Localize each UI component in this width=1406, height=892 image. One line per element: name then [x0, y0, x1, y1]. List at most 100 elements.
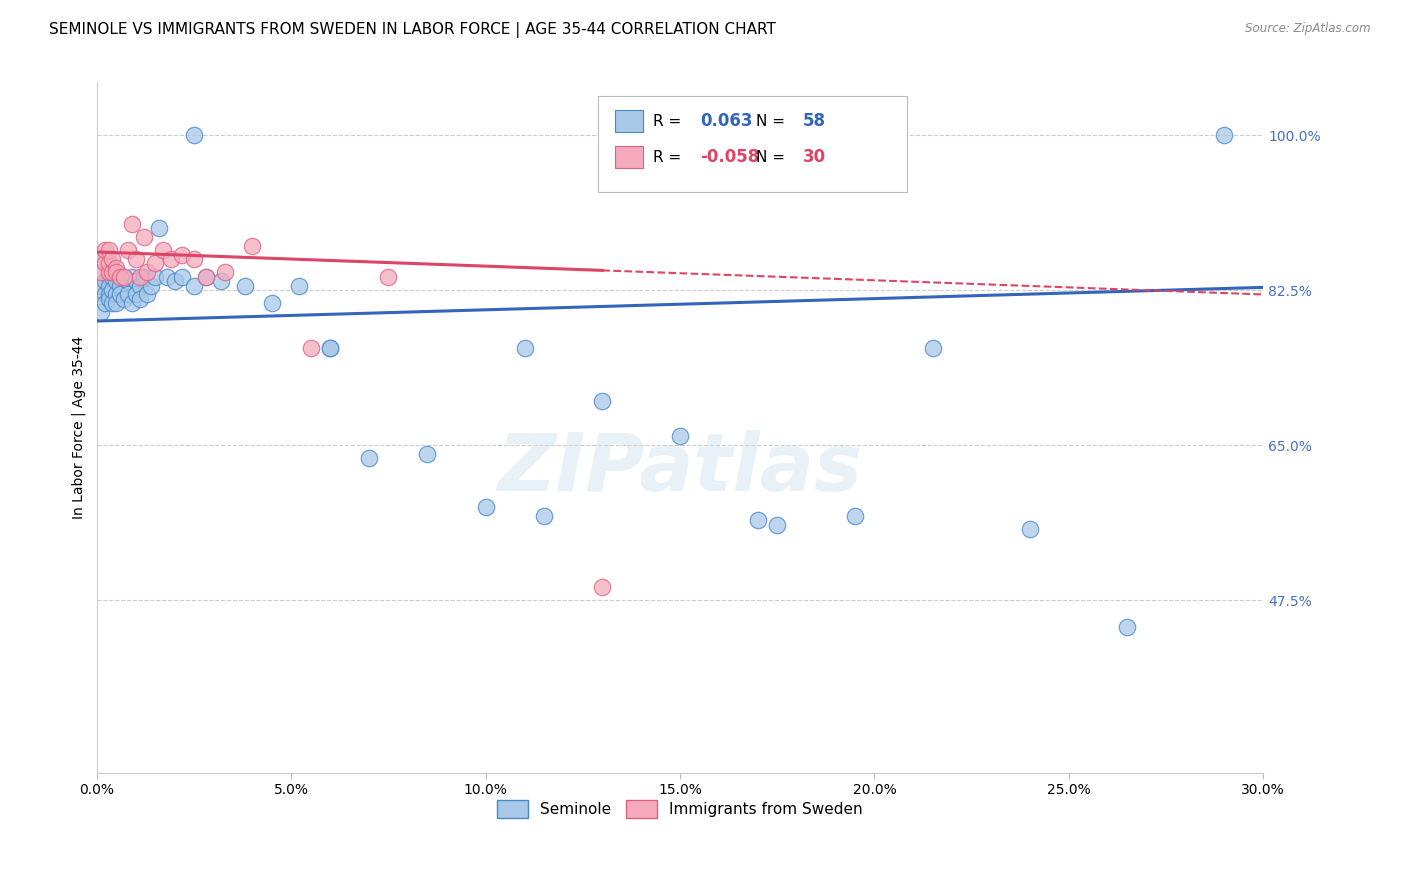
- Point: [766, 517, 789, 532]
- Point: [105, 287, 128, 301]
- Point: [105, 260, 128, 275]
- Text: R =: R =: [654, 150, 686, 165]
- Text: 0.063: 0.063: [700, 112, 752, 130]
- Point: [112, 269, 135, 284]
- Point: [108, 287, 131, 301]
- Point: [377, 269, 399, 284]
- Point: [299, 341, 322, 355]
- Point: [172, 247, 194, 261]
- Point: [125, 252, 148, 266]
- Point: [93, 274, 115, 288]
- Point: [1019, 522, 1042, 536]
- Point: [194, 269, 217, 284]
- Point: [183, 278, 205, 293]
- Point: [183, 128, 205, 142]
- Text: N =: N =: [756, 150, 790, 165]
- Point: [97, 278, 120, 293]
- Point: [128, 278, 150, 293]
- Point: [260, 296, 283, 310]
- Point: [921, 341, 943, 355]
- Point: [90, 305, 112, 319]
- Point: [97, 287, 120, 301]
- Point: [183, 252, 205, 266]
- Point: [1213, 128, 1236, 142]
- Point: [357, 451, 380, 466]
- Point: [136, 265, 159, 279]
- Point: [97, 292, 120, 306]
- Point: [233, 278, 256, 293]
- Point: [132, 230, 155, 244]
- Point: [97, 256, 120, 270]
- Text: Source: ZipAtlas.com: Source: ZipAtlas.com: [1246, 22, 1371, 36]
- Point: [128, 292, 150, 306]
- Point: [121, 269, 143, 284]
- Point: [474, 500, 496, 514]
- Point: [143, 269, 166, 284]
- Text: SEMINOLE VS IMMIGRANTS FROM SWEDEN IN LABOR FORCE | AGE 35-44 CORRELATION CHART: SEMINOLE VS IMMIGRANTS FROM SWEDEN IN LA…: [49, 22, 776, 38]
- Point: [319, 341, 342, 355]
- Point: [1116, 619, 1139, 633]
- Point: [97, 265, 120, 279]
- Point: [105, 296, 128, 310]
- Point: [172, 269, 194, 284]
- Point: [159, 252, 181, 266]
- Point: [141, 278, 163, 293]
- Point: [101, 252, 124, 266]
- Point: [121, 217, 143, 231]
- Point: [214, 265, 236, 279]
- Point: [101, 265, 124, 279]
- Text: ZIPatlas: ZIPatlas: [498, 430, 862, 508]
- Point: [148, 221, 170, 235]
- Point: [108, 269, 131, 284]
- Y-axis label: In Labor Force | Age 35-44: In Labor Force | Age 35-44: [72, 335, 86, 519]
- Point: [105, 274, 128, 288]
- Text: 58: 58: [803, 112, 825, 130]
- Point: [90, 252, 112, 266]
- Point: [105, 265, 128, 279]
- Point: [93, 256, 115, 270]
- Point: [112, 292, 135, 306]
- Point: [101, 296, 124, 310]
- Point: [125, 274, 148, 288]
- Text: N =: N =: [756, 114, 790, 128]
- Point: [163, 274, 186, 288]
- Point: [97, 243, 120, 257]
- Text: R =: R =: [654, 114, 686, 128]
- Point: [90, 265, 112, 279]
- Point: [128, 269, 150, 284]
- FancyBboxPatch shape: [614, 146, 643, 169]
- Point: [117, 287, 139, 301]
- FancyBboxPatch shape: [599, 95, 907, 193]
- Point: [101, 283, 124, 297]
- Point: [143, 256, 166, 270]
- Text: -0.058: -0.058: [700, 148, 759, 166]
- Point: [117, 243, 139, 257]
- Legend: Seminole, Immigrants from Sweden: Seminole, Immigrants from Sweden: [491, 794, 869, 824]
- Point: [209, 274, 232, 288]
- Point: [288, 278, 311, 293]
- Point: [132, 269, 155, 284]
- Point: [669, 429, 692, 443]
- Point: [513, 341, 536, 355]
- Point: [591, 393, 613, 408]
- Point: [533, 508, 555, 523]
- Point: [591, 580, 613, 594]
- Point: [112, 269, 135, 284]
- Point: [121, 296, 143, 310]
- Point: [319, 341, 342, 355]
- Point: [844, 508, 866, 523]
- Point: [93, 243, 115, 257]
- Point: [416, 447, 439, 461]
- Text: 30: 30: [803, 148, 825, 166]
- Point: [90, 278, 112, 293]
- Point: [194, 269, 217, 284]
- Point: [117, 274, 139, 288]
- Point: [747, 513, 769, 527]
- Point: [156, 269, 179, 284]
- Point: [136, 287, 159, 301]
- FancyBboxPatch shape: [614, 111, 643, 132]
- Point: [101, 269, 124, 284]
- Point: [125, 287, 148, 301]
- Point: [93, 287, 115, 301]
- Point: [152, 243, 174, 257]
